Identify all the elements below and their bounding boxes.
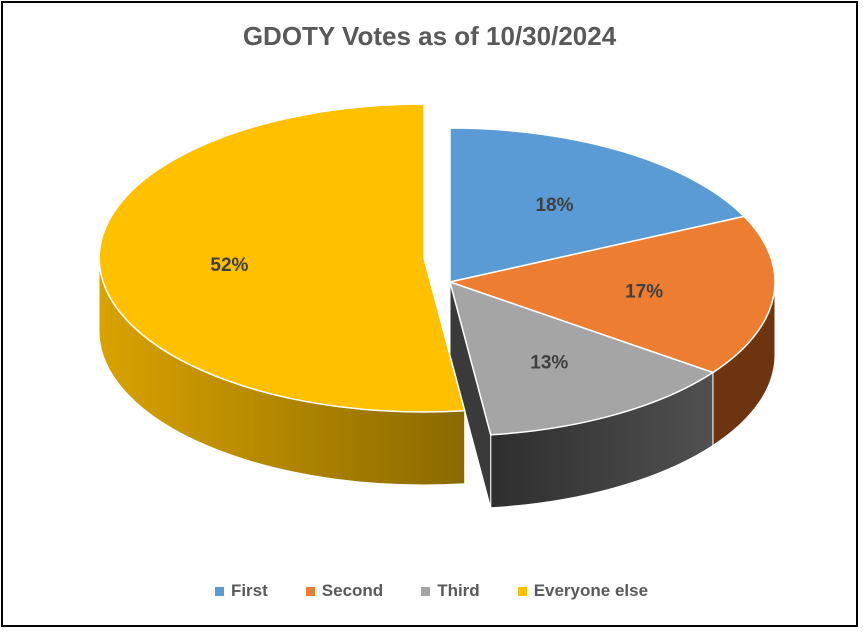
legend-label-everyone-else: Everyone else [533,581,649,600]
legend-swatch-everyone-else [517,586,527,596]
legend-item-second[interactable]: Second [305,581,384,601]
pie-slices [98,103,776,436]
data-label-second: 17% [625,282,663,303]
data-labels: 18% 17% 13% 52% [210,195,663,374]
legend-item-first[interactable]: First [214,581,268,601]
legend-item-third[interactable]: Third [421,581,480,601]
data-label-everyone-else: 52% [210,255,248,276]
legend-swatch-first [214,586,224,596]
legend-label-second: Second [321,581,384,600]
chart-title: GDOTY Votes as of 10/30/2024 [242,21,617,51]
legend-swatch-second [305,586,315,596]
slice-third[interactable] [448,280,715,436]
legend-swatch-third [421,586,431,596]
data-label-third: 13% [530,353,568,374]
legend-label-first: First [230,581,268,600]
legend-label-third: Third [437,581,480,600]
slice-everyone-else[interactable] [98,103,466,413]
legend: First Second Third Everyone else [0,581,863,601]
slice-first[interactable] [449,127,746,283]
slice-second[interactable] [447,215,776,374]
data-label-first: 18% [535,195,573,216]
legend-item-everyone-else[interactable]: Everyone else [517,581,649,601]
